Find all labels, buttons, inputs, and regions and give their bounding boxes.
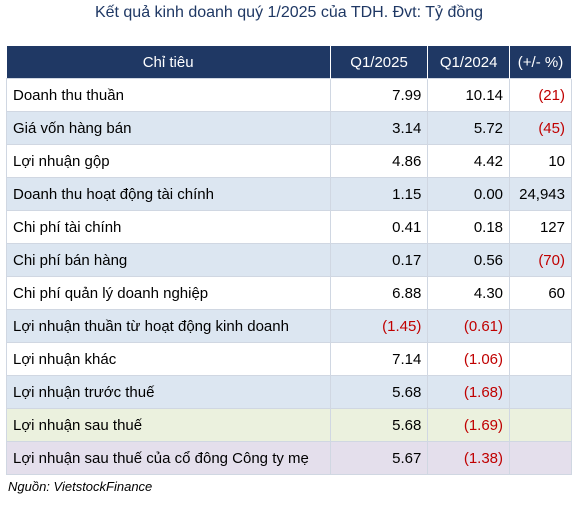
row-label: Chi phí tài chính bbox=[6, 210, 331, 244]
value-cell: 10.14 bbox=[427, 78, 511, 112]
value-cell: 1.15 bbox=[329, 177, 429, 211]
row-label: Chi phí quản lý doanh nghiệp bbox=[6, 276, 331, 310]
table-row: Doanh thu hoạt động tài chính 1.15 0.00 24,… bbox=[6, 177, 572, 211]
value-cell: 127 bbox=[509, 210, 572, 244]
table-row: Lợi nhuận khác 7.14 (1.06) bbox=[6, 342, 572, 376]
table-row: Doanh thu thuần 7.99 10.14 (21) bbox=[6, 78, 572, 112]
header-cell: (+/- %) bbox=[509, 46, 572, 79]
row-label: Lợi nhuận sau thuế bbox=[6, 408, 331, 442]
value-cell: 60 bbox=[509, 276, 572, 310]
header-row: Chỉ tiêu Q1/2025 Q1/2024 (+/- %) bbox=[6, 46, 572, 79]
value-cell: 5.67 bbox=[329, 441, 429, 475]
value-cell: 10 bbox=[509, 144, 572, 178]
table-row: Lợi nhuận sau thuế 5.68 (1.69) bbox=[6, 408, 572, 442]
table-row: Chi phí tài chính 0.41 0.18 127 bbox=[6, 210, 572, 244]
header-cell: Chỉ tiêu bbox=[6, 46, 331, 79]
value-cell: (1.45) bbox=[329, 309, 429, 343]
value-cell: 4.86 bbox=[329, 144, 429, 178]
value-cell: 7.14 bbox=[329, 342, 429, 376]
row-label: Lợi nhuận gộp bbox=[6, 144, 331, 178]
value-cell: 3.14 bbox=[329, 111, 429, 145]
value-cell: 4.30 bbox=[427, 276, 511, 310]
value-cell: (21) bbox=[509, 78, 572, 112]
source: Nguồn: VietstockFinance bbox=[8, 479, 153, 494]
table-row: Lợi nhuận gộp 4.86 4.42 10 bbox=[6, 144, 572, 178]
results-table: Chỉ tiêu Q1/2025 Q1/2024 (+/- %) Doanh thu … bbox=[6, 46, 572, 475]
value-cell: 0.41 bbox=[329, 210, 429, 244]
value-cell: 0.56 bbox=[427, 243, 511, 277]
value-cell: 5.72 bbox=[427, 111, 511, 145]
value-cell: 5.68 bbox=[329, 408, 429, 442]
row-label: Chi phí bán hàng bbox=[6, 243, 331, 277]
value-cell: (1.69) bbox=[427, 408, 511, 442]
value-cell: (70) bbox=[509, 243, 572, 277]
title: Kết quả kinh doanh quý 1/2025 của TDH. Đ… bbox=[94, 4, 484, 21]
value-cell: (1.38) bbox=[427, 441, 511, 475]
row-label: Lợi nhuận khác bbox=[6, 342, 331, 376]
row-label: Doanh thu hoạt động tài chính bbox=[6, 177, 331, 211]
value-cell: 24,943 bbox=[509, 177, 572, 211]
value-cell: 6.88 bbox=[329, 276, 429, 310]
value-cell: 7.99 bbox=[329, 78, 429, 112]
value-cell: 0.00 bbox=[427, 177, 511, 211]
value-cell: (1.68) bbox=[427, 375, 511, 409]
value-cell: 5.68 bbox=[329, 375, 429, 409]
table-row: Chi phí bán hàng 0.17 0.56 (70) bbox=[6, 243, 572, 277]
row-label: Lợi nhuận sau thuế của cổ đông Công ty m… bbox=[6, 441, 331, 475]
header-cell: Q1/2024 bbox=[427, 46, 511, 79]
table-row: Lợi nhuận thuần từ hoạt động kinh doanh(… bbox=[6, 309, 572, 343]
value-cell: 0.18 bbox=[427, 210, 511, 244]
value-cell bbox=[509, 342, 572, 376]
value-cell bbox=[509, 441, 572, 475]
table-body: Doanh thu thuần 7.99 10.14 (21) Giá vốn hàng… bbox=[6, 78, 572, 475]
value-cell bbox=[509, 408, 572, 442]
value-cell: (45) bbox=[509, 111, 572, 145]
row-label: Lợi nhuận thuần từ hoạt động kinh doanh bbox=[6, 309, 331, 343]
value-cell bbox=[509, 375, 572, 409]
table-row: Giá vốn hàng bán 3.14 5.72 (45) bbox=[6, 111, 572, 145]
row-label: Giá vốn hàng bán bbox=[6, 111, 331, 145]
value-cell: (0.61) bbox=[427, 309, 511, 343]
row-label: Lợi nhuận trước thuế bbox=[6, 375, 331, 409]
value-cell: 4.42 bbox=[427, 144, 511, 178]
value-cell bbox=[509, 309, 572, 343]
table-row: Lợi nhuận sau thuế của cổ đông Công ty m… bbox=[6, 441, 572, 475]
value-cell: 0.17 bbox=[329, 243, 429, 277]
row-label: Doanh thu thuần bbox=[6, 78, 331, 112]
table-row: Chi phí quản lý doanh nghiệp 6.88 4.30 60 bbox=[6, 276, 572, 310]
table-row: Lợi nhuận trước thuế 5.68 (1.68) bbox=[6, 375, 572, 409]
header-cell: Q1/2025 bbox=[330, 46, 429, 79]
value-cell: (1.06) bbox=[427, 342, 511, 376]
